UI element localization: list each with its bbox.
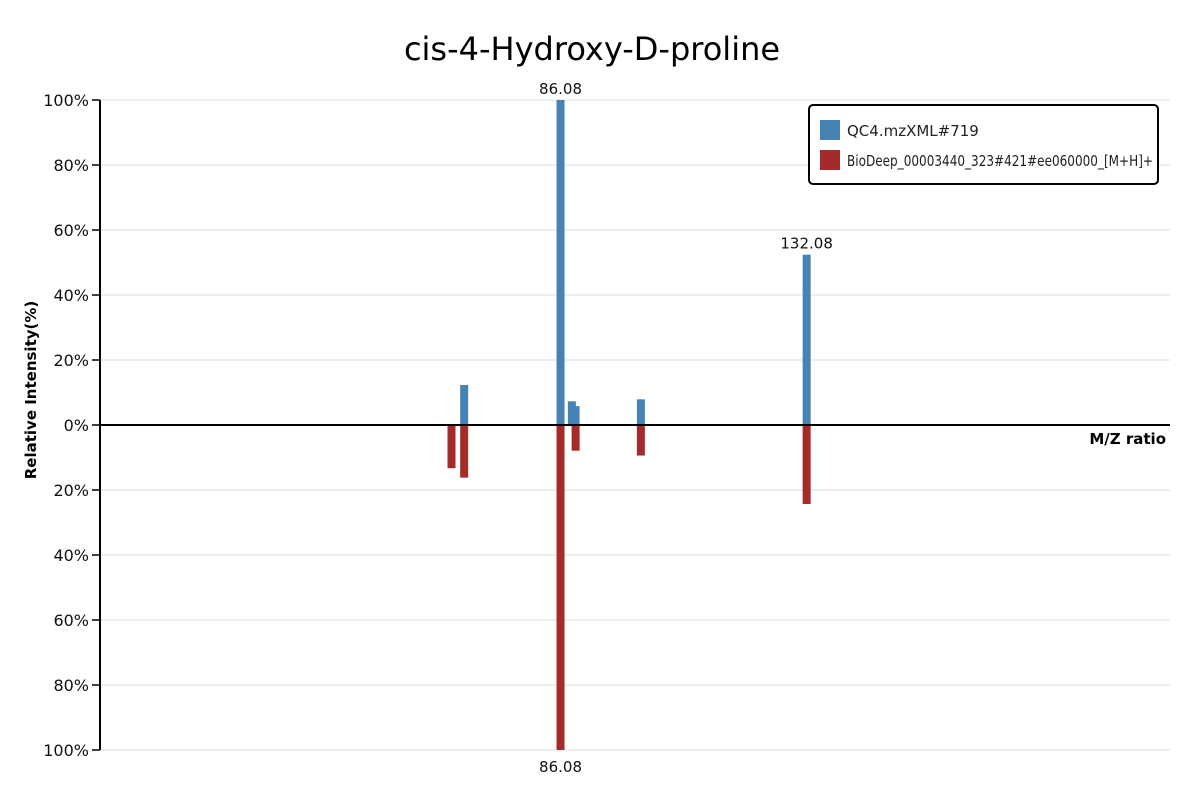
y-tick-label: 40%	[53, 286, 89, 305]
y-tick-label: 60%	[53, 221, 89, 240]
y-tick-label: 80%	[53, 676, 89, 695]
legend-swatch-reference	[820, 150, 840, 170]
y-tick-label: 20%	[53, 481, 89, 500]
x-axis-label: M/Z ratio	[1089, 430, 1166, 448]
reference-peak-bar	[556, 425, 565, 750]
peak-labels: 86.08 132.08 86.08	[539, 80, 833, 776]
query-peak-bar	[571, 406, 580, 425]
y-tick-label: 40%	[53, 546, 89, 565]
y-tick-label: 100%	[43, 91, 89, 110]
legend-box	[808, 104, 1159, 185]
y-axis-ticks: 100% 80% 60% 40% 20% 0% 20% 40% 60% 80% 100%	[43, 91, 100, 760]
legend: QC4.mzXML#719 BioDeep_00003440_323#421#e…	[808, 104, 1159, 185]
reference-peak-bar	[571, 425, 580, 451]
peak-label: 86.08	[539, 80, 582, 98]
query-peak-bar	[556, 100, 565, 425]
reference-peak-bar	[636, 425, 645, 456]
reference-peak-bar	[460, 425, 469, 478]
legend-swatch-query	[820, 120, 840, 140]
y-tick-label: 60%	[53, 611, 89, 630]
peak-label: 86.08	[539, 758, 582, 776]
y-tick-label: 0%	[64, 416, 89, 435]
legend-label-reference: BioDeep_00003440_323#421#ee060000_[M+H]+	[847, 152, 1153, 171]
reference-peak-bar	[447, 425, 456, 469]
y-tick-label: 20%	[53, 351, 89, 370]
chart-title: cis-4-Hydroxy-D-proline	[404, 30, 780, 68]
legend-label-query: QC4.mzXML#719	[847, 122, 979, 140]
peak-label: 132.08	[780, 235, 833, 253]
query-peak-bar	[460, 385, 469, 425]
spectrum-bars	[447, 100, 811, 750]
gridlines	[100, 99, 1170, 751]
y-tick-label: 80%	[53, 156, 89, 175]
query-peak-bar	[802, 254, 811, 425]
reference-peak-bar	[802, 425, 811, 504]
y-axis-label: Relative Intensity(%)	[22, 301, 40, 480]
query-peak-bar	[636, 399, 645, 425]
y-tick-label: 100%	[43, 741, 89, 760]
